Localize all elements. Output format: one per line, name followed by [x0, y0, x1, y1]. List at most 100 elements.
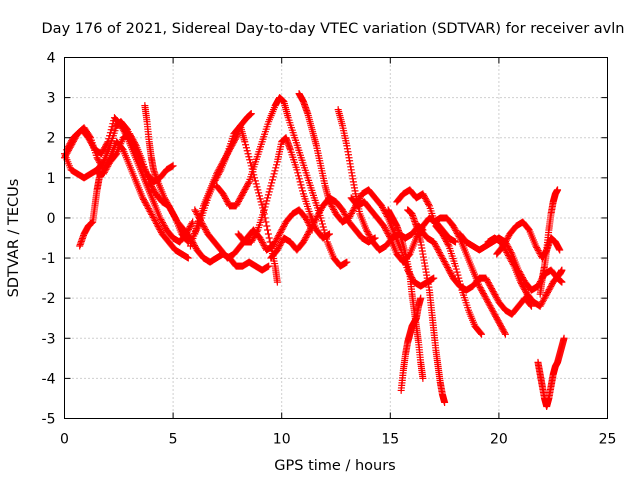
plus-marker	[431, 241, 439, 249]
plus-marker	[444, 265, 452, 273]
plus-marker	[487, 303, 495, 311]
plus-marker	[85, 135, 93, 143]
plus-marker	[192, 209, 200, 217]
plus-marker	[159, 220, 167, 228]
plus-marker	[101, 144, 109, 152]
plus-marker	[501, 239, 509, 247]
plus-marker	[271, 238, 279, 246]
plus-marker	[280, 221, 288, 229]
plus-marker	[431, 240, 439, 248]
plus-marker	[294, 169, 302, 177]
plus-marker	[379, 205, 387, 213]
plus-marker	[242, 144, 250, 152]
plus-marker	[543, 289, 551, 297]
plus-marker	[319, 223, 327, 231]
plus-marker	[275, 231, 283, 239]
plus-marker	[496, 320, 504, 328]
plus-marker	[107, 126, 115, 134]
plus-marker	[169, 209, 177, 217]
plus-marker	[293, 166, 301, 174]
plus-marker	[84, 134, 92, 142]
plus-marker	[380, 222, 388, 230]
plus-marker	[253, 183, 261, 191]
plus-marker	[247, 110, 255, 118]
plus-marker	[312, 215, 320, 223]
plus-marker	[273, 278, 281, 286]
plus-marker	[442, 261, 450, 269]
plus-marker	[503, 249, 511, 257]
plus-marker	[185, 224, 193, 232]
plus-marker	[498, 324, 506, 332]
plus-marker	[147, 181, 155, 189]
plus-marker	[434, 246, 442, 254]
plus-marker	[295, 175, 303, 183]
plus-marker	[105, 135, 113, 143]
plus-marker	[240, 187, 248, 195]
plus-marker	[448, 271, 456, 279]
plus-marker	[508, 259, 516, 267]
plus-marker	[547, 283, 555, 291]
plus-marker	[150, 187, 158, 195]
plus-marker	[102, 165, 110, 173]
plus-marker	[541, 293, 549, 301]
plus-marker	[166, 205, 174, 213]
plus-marker	[312, 214, 320, 222]
plus-marker	[527, 302, 535, 310]
y-tick-label: 0	[47, 211, 56, 227]
plus-marker	[478, 330, 486, 338]
plus-marker	[491, 291, 499, 299]
plus-marker	[302, 215, 310, 223]
plus-marker	[485, 280, 493, 288]
plus-marker	[320, 226, 328, 234]
plus-marker	[273, 246, 281, 254]
plus-marker	[371, 234, 379, 242]
series-track-17	[393, 186, 486, 338]
plus-marker	[487, 283, 495, 291]
plus-marker	[439, 231, 447, 239]
plus-marker	[439, 255, 447, 263]
plus-marker	[280, 222, 288, 230]
plus-marker	[317, 205, 325, 213]
plus-marker	[302, 233, 310, 241]
plus-marker	[517, 278, 525, 286]
plus-marker	[144, 204, 152, 212]
plus-marker	[166, 203, 174, 211]
plus-marker	[378, 203, 386, 211]
plus-marker	[441, 235, 449, 243]
plus-marker	[156, 225, 164, 233]
plus-marker	[150, 215, 158, 223]
y-tick-label: 1	[47, 171, 56, 187]
plus-marker	[306, 223, 314, 231]
plus-marker	[482, 294, 490, 302]
plus-marker	[440, 233, 448, 241]
plus-marker	[170, 211, 178, 219]
plus-marker	[421, 193, 429, 201]
plus-marker	[264, 226, 272, 234]
plus-marker	[214, 172, 222, 180]
plus-marker	[251, 177, 259, 185]
plus-marker	[479, 290, 487, 298]
data-series	[61, 90, 568, 410]
plus-marker	[310, 218, 318, 226]
x-tick-label: 5	[169, 432, 178, 448]
plus-marker	[479, 288, 487, 296]
plus-marker	[271, 239, 279, 247]
plus-marker	[191, 243, 199, 251]
plus-marker	[505, 253, 513, 261]
plus-marker	[454, 271, 462, 279]
plus-marker	[453, 268, 461, 276]
plus-marker	[449, 222, 457, 230]
plus-marker	[478, 287, 486, 295]
plus-marker	[492, 294, 500, 302]
plus-marker	[300, 237, 308, 245]
plus-marker	[483, 296, 491, 304]
plus-marker	[475, 282, 483, 290]
plus-marker	[270, 170, 278, 178]
plus-marker	[104, 138, 112, 146]
plus-marker	[339, 207, 347, 215]
chart-title: Day 176 of 2021, Sidereal Day-to-day VTE…	[42, 21, 625, 37]
plus-marker	[243, 181, 251, 189]
plus-marker	[303, 232, 311, 240]
plus-marker	[158, 217, 166, 225]
series-track-19	[430, 214, 509, 338]
